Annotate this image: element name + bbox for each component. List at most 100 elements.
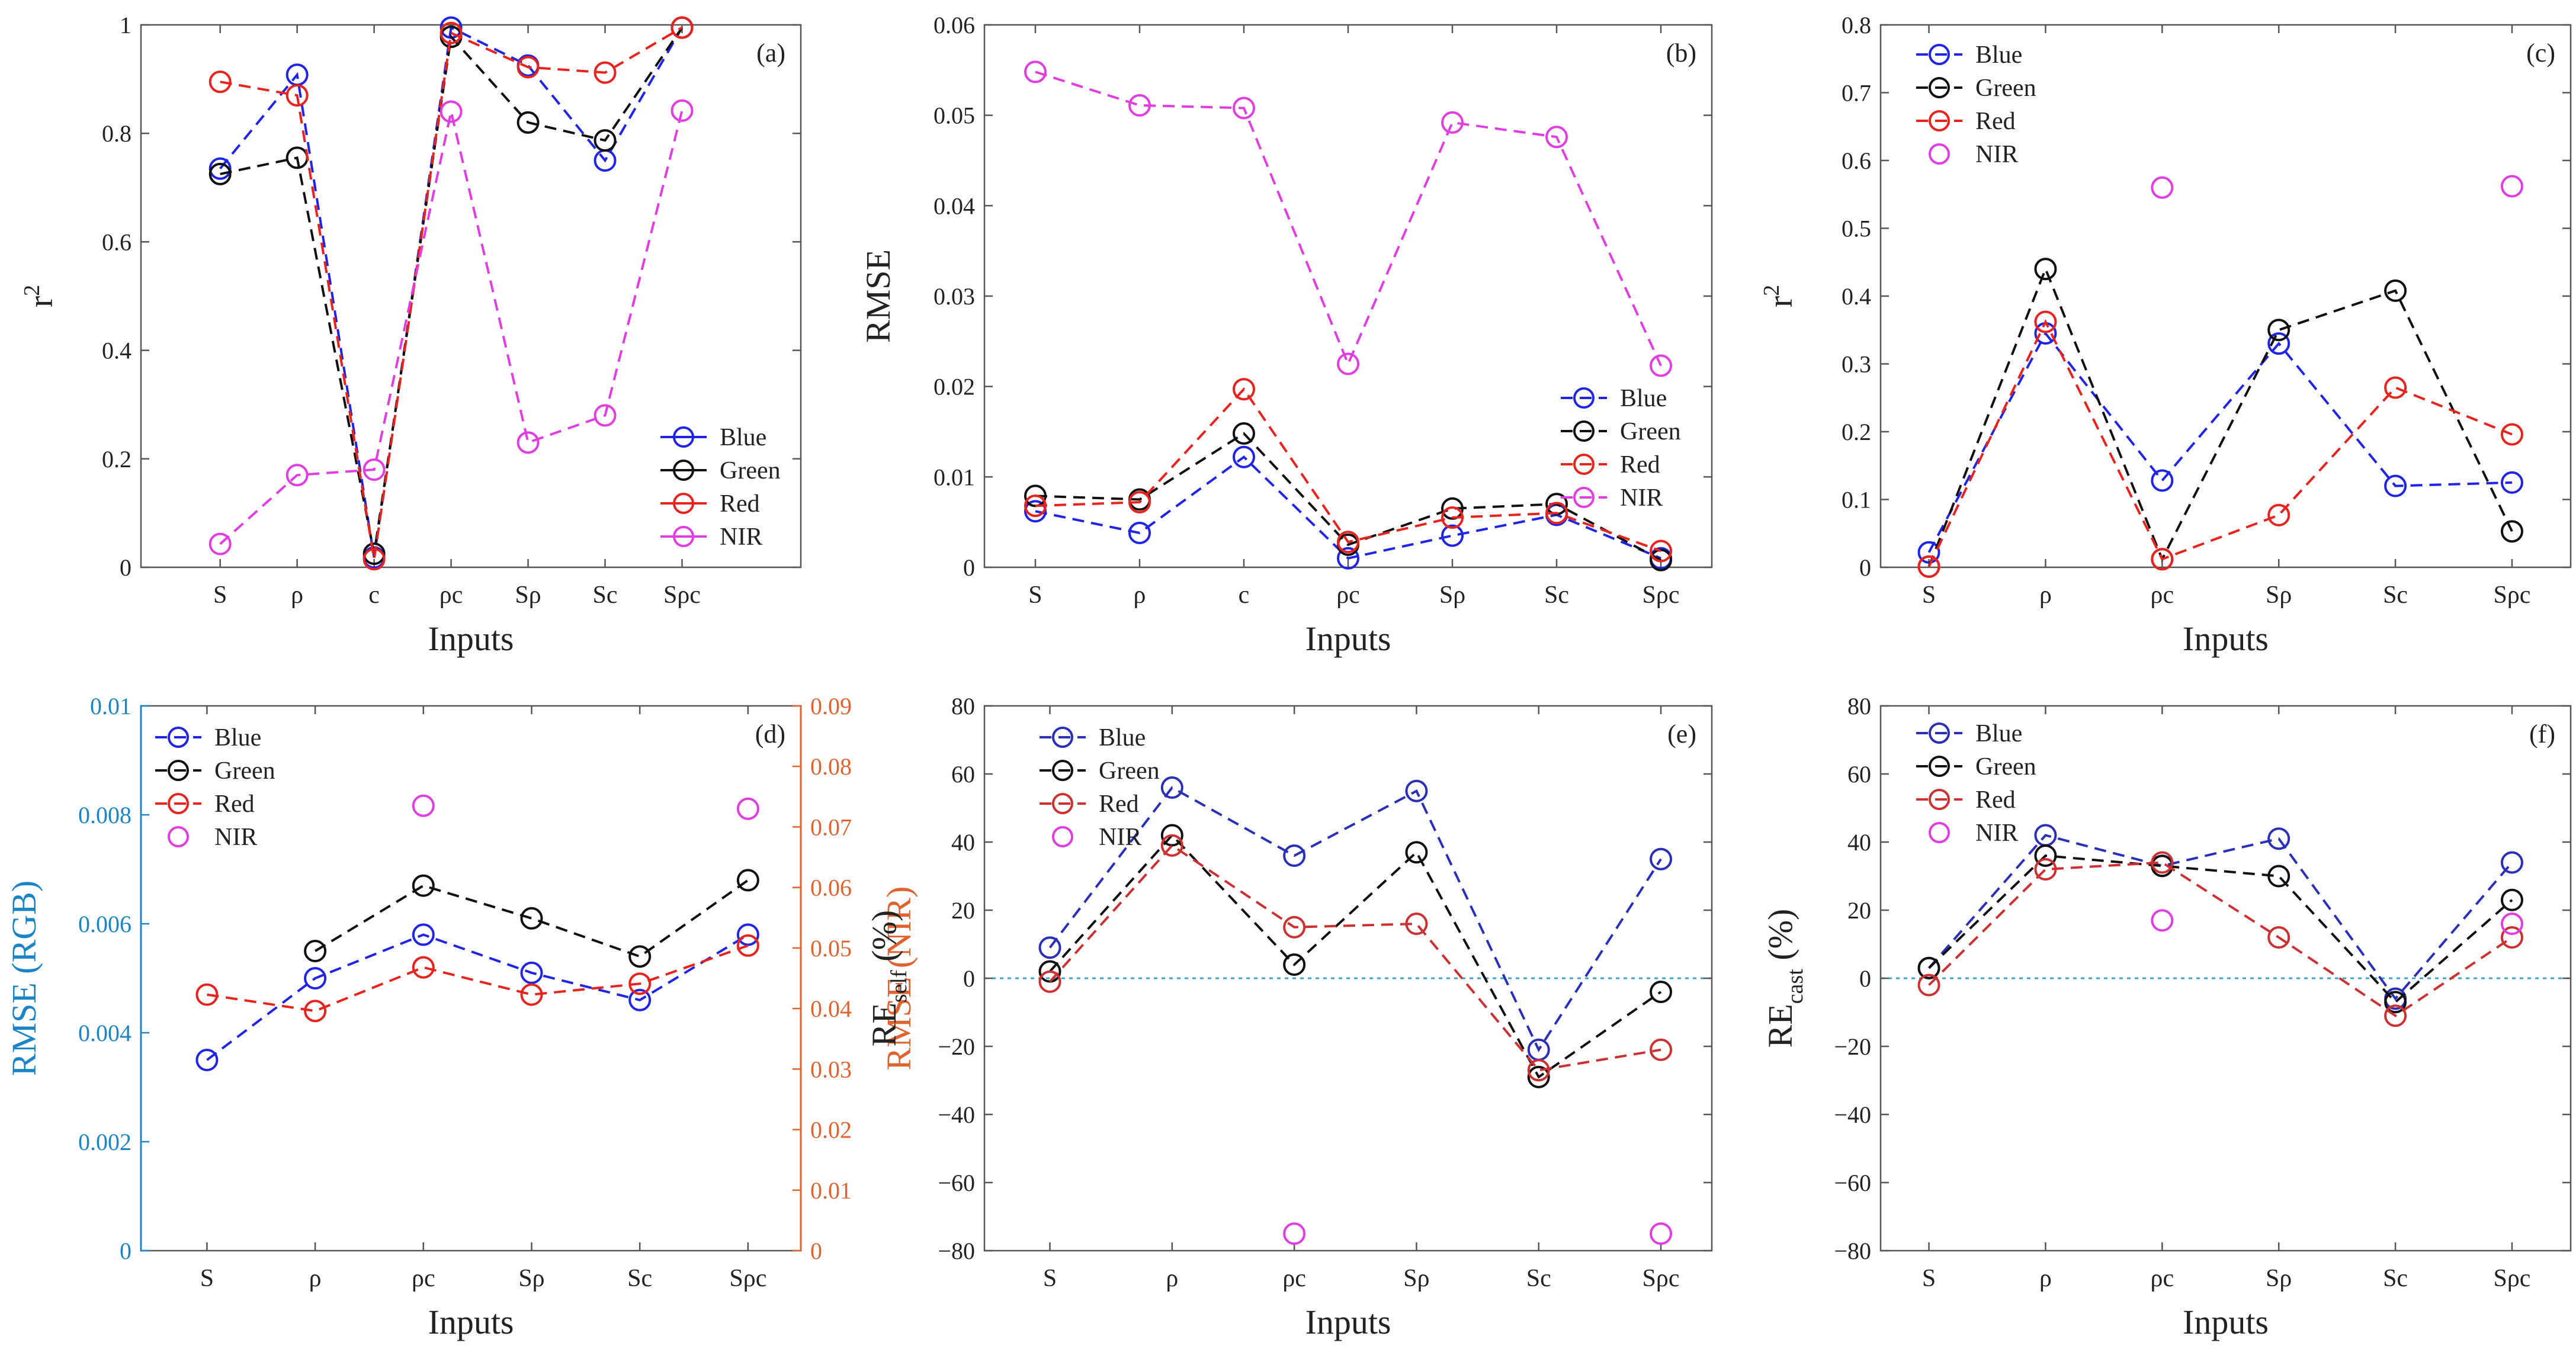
y-tick-label: 0.03: [933, 283, 975, 310]
legend-item-green: Green: [155, 757, 275, 785]
legend-label-blue: Blue: [720, 424, 766, 451]
y-tick-label: 80: [951, 693, 975, 719]
plot-frame: [983, 24, 1713, 568]
legend-marker-blue: [1573, 387, 1595, 409]
x-tick-label: ρ: [309, 1265, 322, 1292]
legend-label-green: Green: [1975, 75, 2036, 102]
legend-item-green: Green: [1916, 75, 2036, 102]
legend-marker-green: [1052, 760, 1073, 781]
data-point-blue: [1232, 445, 1255, 468]
data-point-red: [517, 56, 540, 79]
legend-label-blue: Blue: [1975, 720, 2022, 747]
x-axis-label: Inputs: [2183, 619, 2269, 658]
data-point-nir: [285, 464, 309, 487]
x-tick-label: Sρ: [1439, 582, 1465, 609]
x-tick-label: ρc: [440, 582, 463, 609]
data-point-green: [412, 874, 435, 897]
x-tick-label: Sc: [2383, 1265, 2408, 1292]
legend-item-red: Red: [1040, 791, 1139, 818]
data-point-blue: [520, 961, 543, 984]
data-point-blue: [1917, 541, 1940, 564]
data-point-nir: [1650, 1222, 1673, 1245]
legend-label-nir: NIR: [1620, 484, 1663, 512]
data-point-red: [1917, 555, 1940, 578]
legend-item-green: Green: [660, 457, 781, 484]
legend-marker-nir: [1929, 143, 1950, 165]
x-tick-label: Sc: [1544, 582, 1569, 609]
y-tick-label: 1: [120, 12, 131, 38]
data-point-red: [195, 983, 219, 1006]
y-tick-label: 60: [951, 761, 975, 788]
x-tick-label: Sρ: [515, 582, 541, 609]
data-point-green: [1160, 824, 1183, 847]
x-tick-label: Sc: [1526, 1265, 1551, 1292]
x-tick-label: Sρ: [1403, 1265, 1429, 1292]
data-point-nir: [517, 431, 540, 454]
legend-label-nir: NIR: [214, 824, 257, 851]
legend-label-green: Green: [214, 757, 275, 785]
x-tick-label: Sc: [2383, 582, 2408, 609]
y-tick-label-right: 0.06: [810, 875, 852, 901]
series-line-blue: [219, 25, 684, 558]
legend-item-red: Red: [1916, 786, 2016, 814]
series-line-red: [220, 26, 683, 560]
data-point-nir: [1337, 352, 1359, 375]
panel-label: (b): [1666, 38, 1696, 68]
y-tick-label: 0: [120, 554, 131, 581]
legend-item-nir: NIR: [1052, 824, 1141, 851]
y-tick-label-right: 0.01: [810, 1177, 852, 1204]
y-tick-label: 0: [1859, 965, 1871, 992]
y-tick-label-right: 0.05: [810, 935, 852, 962]
data-point-green: [1917, 956, 1940, 979]
data-point-nir: [1128, 94, 1151, 117]
plot-frame: [140, 24, 802, 568]
legend-marker-nir: [1573, 487, 1595, 508]
series-line-red: [1928, 861, 2513, 1017]
data-point-green: [362, 542, 386, 566]
y-tick-label: 0.8: [102, 120, 131, 147]
x-tick-label: Sρc: [2493, 1265, 2530, 1292]
series-line-blue: [1048, 786, 1662, 1052]
legend-item-red: Red: [1916, 108, 2016, 135]
legend-item-green: Green: [1561, 418, 1681, 445]
legend-item-blue: Blue: [660, 424, 766, 451]
panel-label: (a): [756, 38, 785, 68]
legend-item-blue: Blue: [1561, 385, 1667, 412]
legend-item-red: Red: [155, 791, 255, 818]
legend-label-red: Red: [1099, 791, 1139, 818]
panel-label: (d): [755, 719, 785, 749]
y-tick-label: 0.04: [933, 192, 975, 219]
data-point-blue: [2500, 851, 2523, 874]
legend-item-blue: Blue: [155, 724, 261, 751]
data-point-red: [1917, 974, 1940, 997]
data-point-red: [671, 16, 694, 39]
x-tick-label: ρc: [1336, 582, 1360, 609]
y-tick-label: 0.5: [1842, 216, 1871, 242]
data-point-green: [208, 162, 232, 185]
y-tick-label: 40: [1847, 829, 1871, 856]
legend-label-blue: Blue: [214, 724, 261, 751]
legend-marker-nir: [168, 826, 189, 847]
legend-label-red: Red: [1620, 451, 1660, 478]
legend-marker-red: [168, 793, 189, 814]
legend-item-blue: Blue: [1916, 41, 2022, 69]
y-tick-label: 0.2: [1842, 419, 1871, 445]
x-tick-label: Sρ: [2266, 1265, 2292, 1292]
data-point-nir: [2500, 913, 2523, 935]
data-point-red: [2034, 310, 2057, 333]
legend-label-blue: Blue: [1975, 41, 2022, 69]
y-tick-label-right: 0: [810, 1238, 822, 1264]
y-axis-label: REself (%): [865, 910, 912, 1046]
data-point-blue: [2267, 827, 2291, 850]
legend-item-nir: NIR: [1561, 484, 1663, 512]
data-point-red: [1337, 531, 1359, 554]
legend-marker-blue: [673, 426, 694, 448]
data-point-green: [594, 129, 617, 152]
data-point-blue: [1283, 844, 1306, 867]
panel-f: −80 −60 −40 −20 0 20 40 60 80 S ρ ρc Sρ Sc Sρc Inputs RE…: [1761, 693, 2572, 1341]
data-point-red: [285, 84, 309, 107]
data-point-blue: [2151, 469, 2174, 492]
y-tick-label-right: 0.03: [810, 1056, 852, 1082]
data-point-nir: [1232, 97, 1255, 120]
series-line-nir: [1035, 70, 1662, 367]
